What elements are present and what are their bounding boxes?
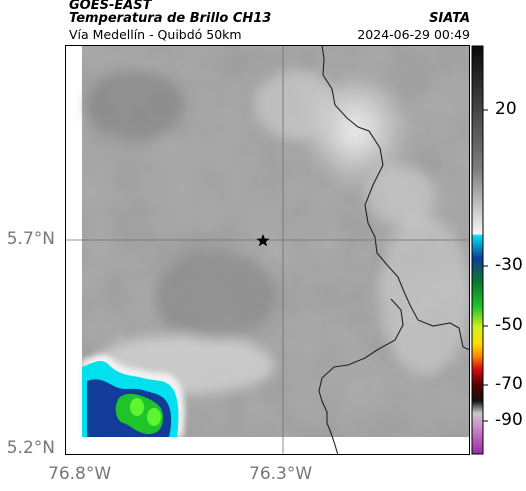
colorbar-tick-label: -70 (495, 374, 523, 394)
colorbar-tick-label: -90 (495, 410, 523, 430)
x-tick-label: 76.8°W (48, 464, 112, 484)
colorbar-tick-marks (483, 109, 488, 422)
cold-cloud-area (82, 354, 185, 437)
no-data-band (82, 437, 470, 455)
star-icon[interactable] (256, 234, 270, 247)
colorbar-tick-label: -30 (495, 255, 523, 275)
cold-core-2 (147, 408, 161, 426)
y-tick-label: 5.7°N (6, 229, 55, 249)
organization-label: SIATA (429, 11, 470, 26)
colorbar-tick-label: 20 (495, 99, 517, 119)
cold-core-1 (130, 398, 144, 416)
department-boundary-east (321, 45, 470, 351)
y-tick-label: 5.2°N (6, 438, 55, 458)
satellite-title: GOES-EAST (69, 0, 152, 13)
timestamp-label: 2024-06-29 00:49 (357, 27, 470, 42)
satellite-map[interactable] (65, 45, 470, 455)
product-title: Temperatura de Brillo CH13 (69, 11, 272, 26)
colorbar-gradient (471, 45, 484, 455)
region-subtitle: Vía Medellín - Quibdó 50km (69, 27, 242, 42)
colorbar-tick-label: -50 (495, 315, 523, 335)
department-boundary-south (318, 298, 404, 455)
colorbar (471, 45, 488, 455)
map-frame (65, 45, 470, 455)
x-tick-label: 76.3°W (249, 464, 313, 484)
